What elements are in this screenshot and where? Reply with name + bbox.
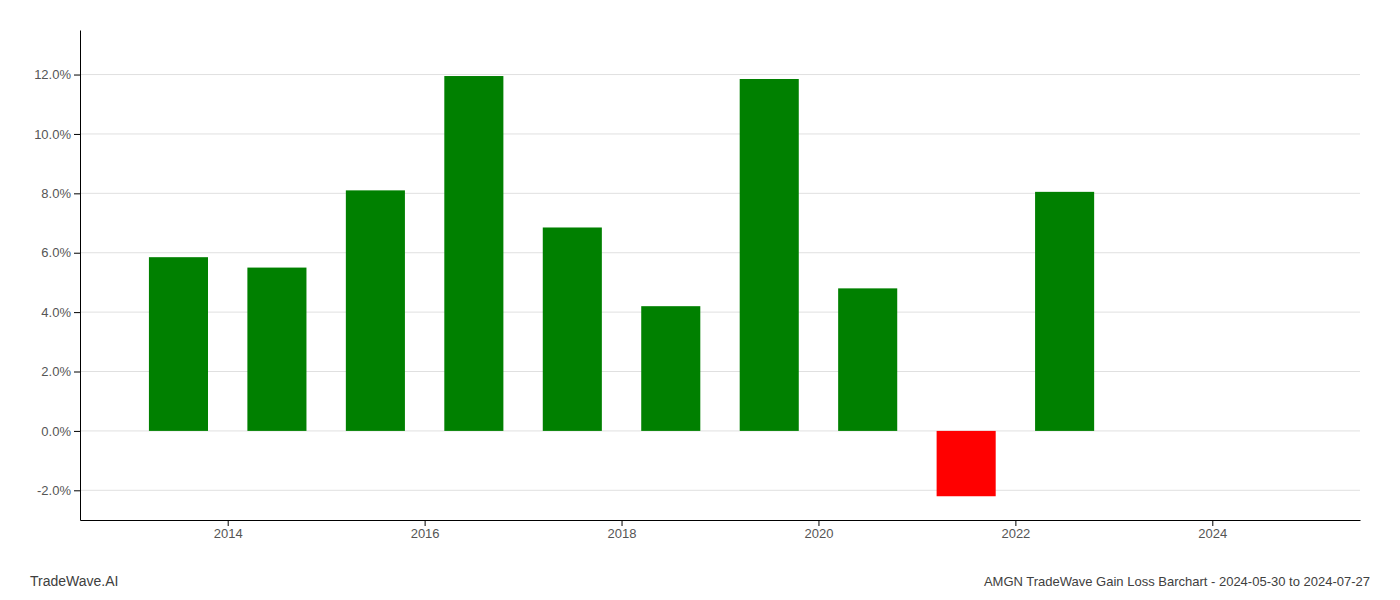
bar	[444, 76, 503, 431]
bars	[149, 76, 1094, 496]
y-tick-label: 4.0%	[41, 305, 71, 320]
y-tick: 8.0%	[41, 186, 80, 201]
bar	[641, 306, 700, 431]
x-tick: 2016	[411, 520, 440, 541]
x-tick-mark	[425, 520, 426, 526]
watermark: TradeWave.AI	[30, 573, 118, 589]
x-tick-mark	[228, 520, 229, 526]
y-tick-mark	[74, 372, 80, 373]
x-tick: 2018	[608, 520, 637, 541]
x-axis-line	[81, 520, 1361, 521]
y-tick-label: 12.0%	[34, 67, 71, 82]
y-tick: 10.0%	[34, 127, 80, 142]
x-tick-mark	[622, 520, 623, 526]
y-tick-label: 2.0%	[41, 364, 71, 379]
x-tick-label: 2024	[1198, 526, 1227, 541]
bar	[937, 431, 996, 496]
y-axis: -2.0% 0.0% 2.0% 4.0% 6.0% 8.0% 10.0% 12.0%	[34, 31, 80, 521]
bar	[838, 288, 897, 431]
y-tick-mark	[74, 312, 80, 313]
x-tick-mark	[818, 520, 819, 526]
bar	[1035, 192, 1094, 431]
grid	[80, 75, 1360, 491]
y-tick-label: 8.0%	[41, 186, 71, 201]
y-tick-mark	[74, 193, 80, 194]
y-tick-mark	[74, 134, 80, 135]
y-tick-mark	[74, 490, 80, 491]
grid-line	[80, 193, 1360, 194]
x-tick-label: 2014	[214, 526, 243, 541]
y-tick-label: 6.0%	[41, 245, 71, 260]
y-tick-label: 0.0%	[41, 424, 71, 439]
x-tick-label: 2016	[411, 526, 440, 541]
x-tick-label: 2022	[1001, 526, 1030, 541]
chart: -2.0%0.0%2.0%4.0%6.0%8.0%10.0%12.0%20142…	[0, 0, 1400, 600]
y-axis-line	[80, 31, 81, 521]
y-tick: 2.0%	[41, 364, 80, 379]
x-tick: 2020	[805, 520, 834, 541]
bar	[247, 268, 306, 431]
y-tick: 0.0%	[41, 424, 80, 439]
y-tick-mark	[74, 431, 80, 432]
x-tick-mark	[1015, 520, 1016, 526]
grid-line	[80, 252, 1360, 253]
bar	[740, 79, 799, 431]
x-tick-mark	[1212, 520, 1213, 526]
bar	[346, 190, 405, 431]
x-tick: 2024	[1198, 520, 1227, 541]
y-tick: -2.0%	[37, 483, 80, 498]
grid-line	[80, 490, 1360, 491]
y-tick-mark	[74, 253, 80, 254]
y-tick-mark	[74, 75, 80, 76]
x-tick: 2022	[1001, 520, 1030, 541]
title: AMGN TradeWave Gain Loss Barchart - 2024…	[984, 574, 1370, 589]
y-tick: 4.0%	[41, 305, 80, 320]
y-tick: 6.0%	[41, 245, 80, 260]
x-tick-label: 2020	[805, 526, 834, 541]
bar	[543, 227, 602, 430]
x-axis: 2014 2016 2018 2020 2022 2024	[81, 520, 1361, 541]
x-tick-label: 2018	[608, 526, 637, 541]
grid-line	[80, 133, 1360, 134]
grid-line	[80, 74, 1360, 75]
y-tick-label: 10.0%	[34, 127, 71, 142]
y-tick-label: -2.0%	[37, 483, 71, 498]
x-tick: 2014	[214, 520, 243, 541]
bar	[149, 257, 208, 431]
y-tick: 12.0%	[34, 67, 80, 82]
